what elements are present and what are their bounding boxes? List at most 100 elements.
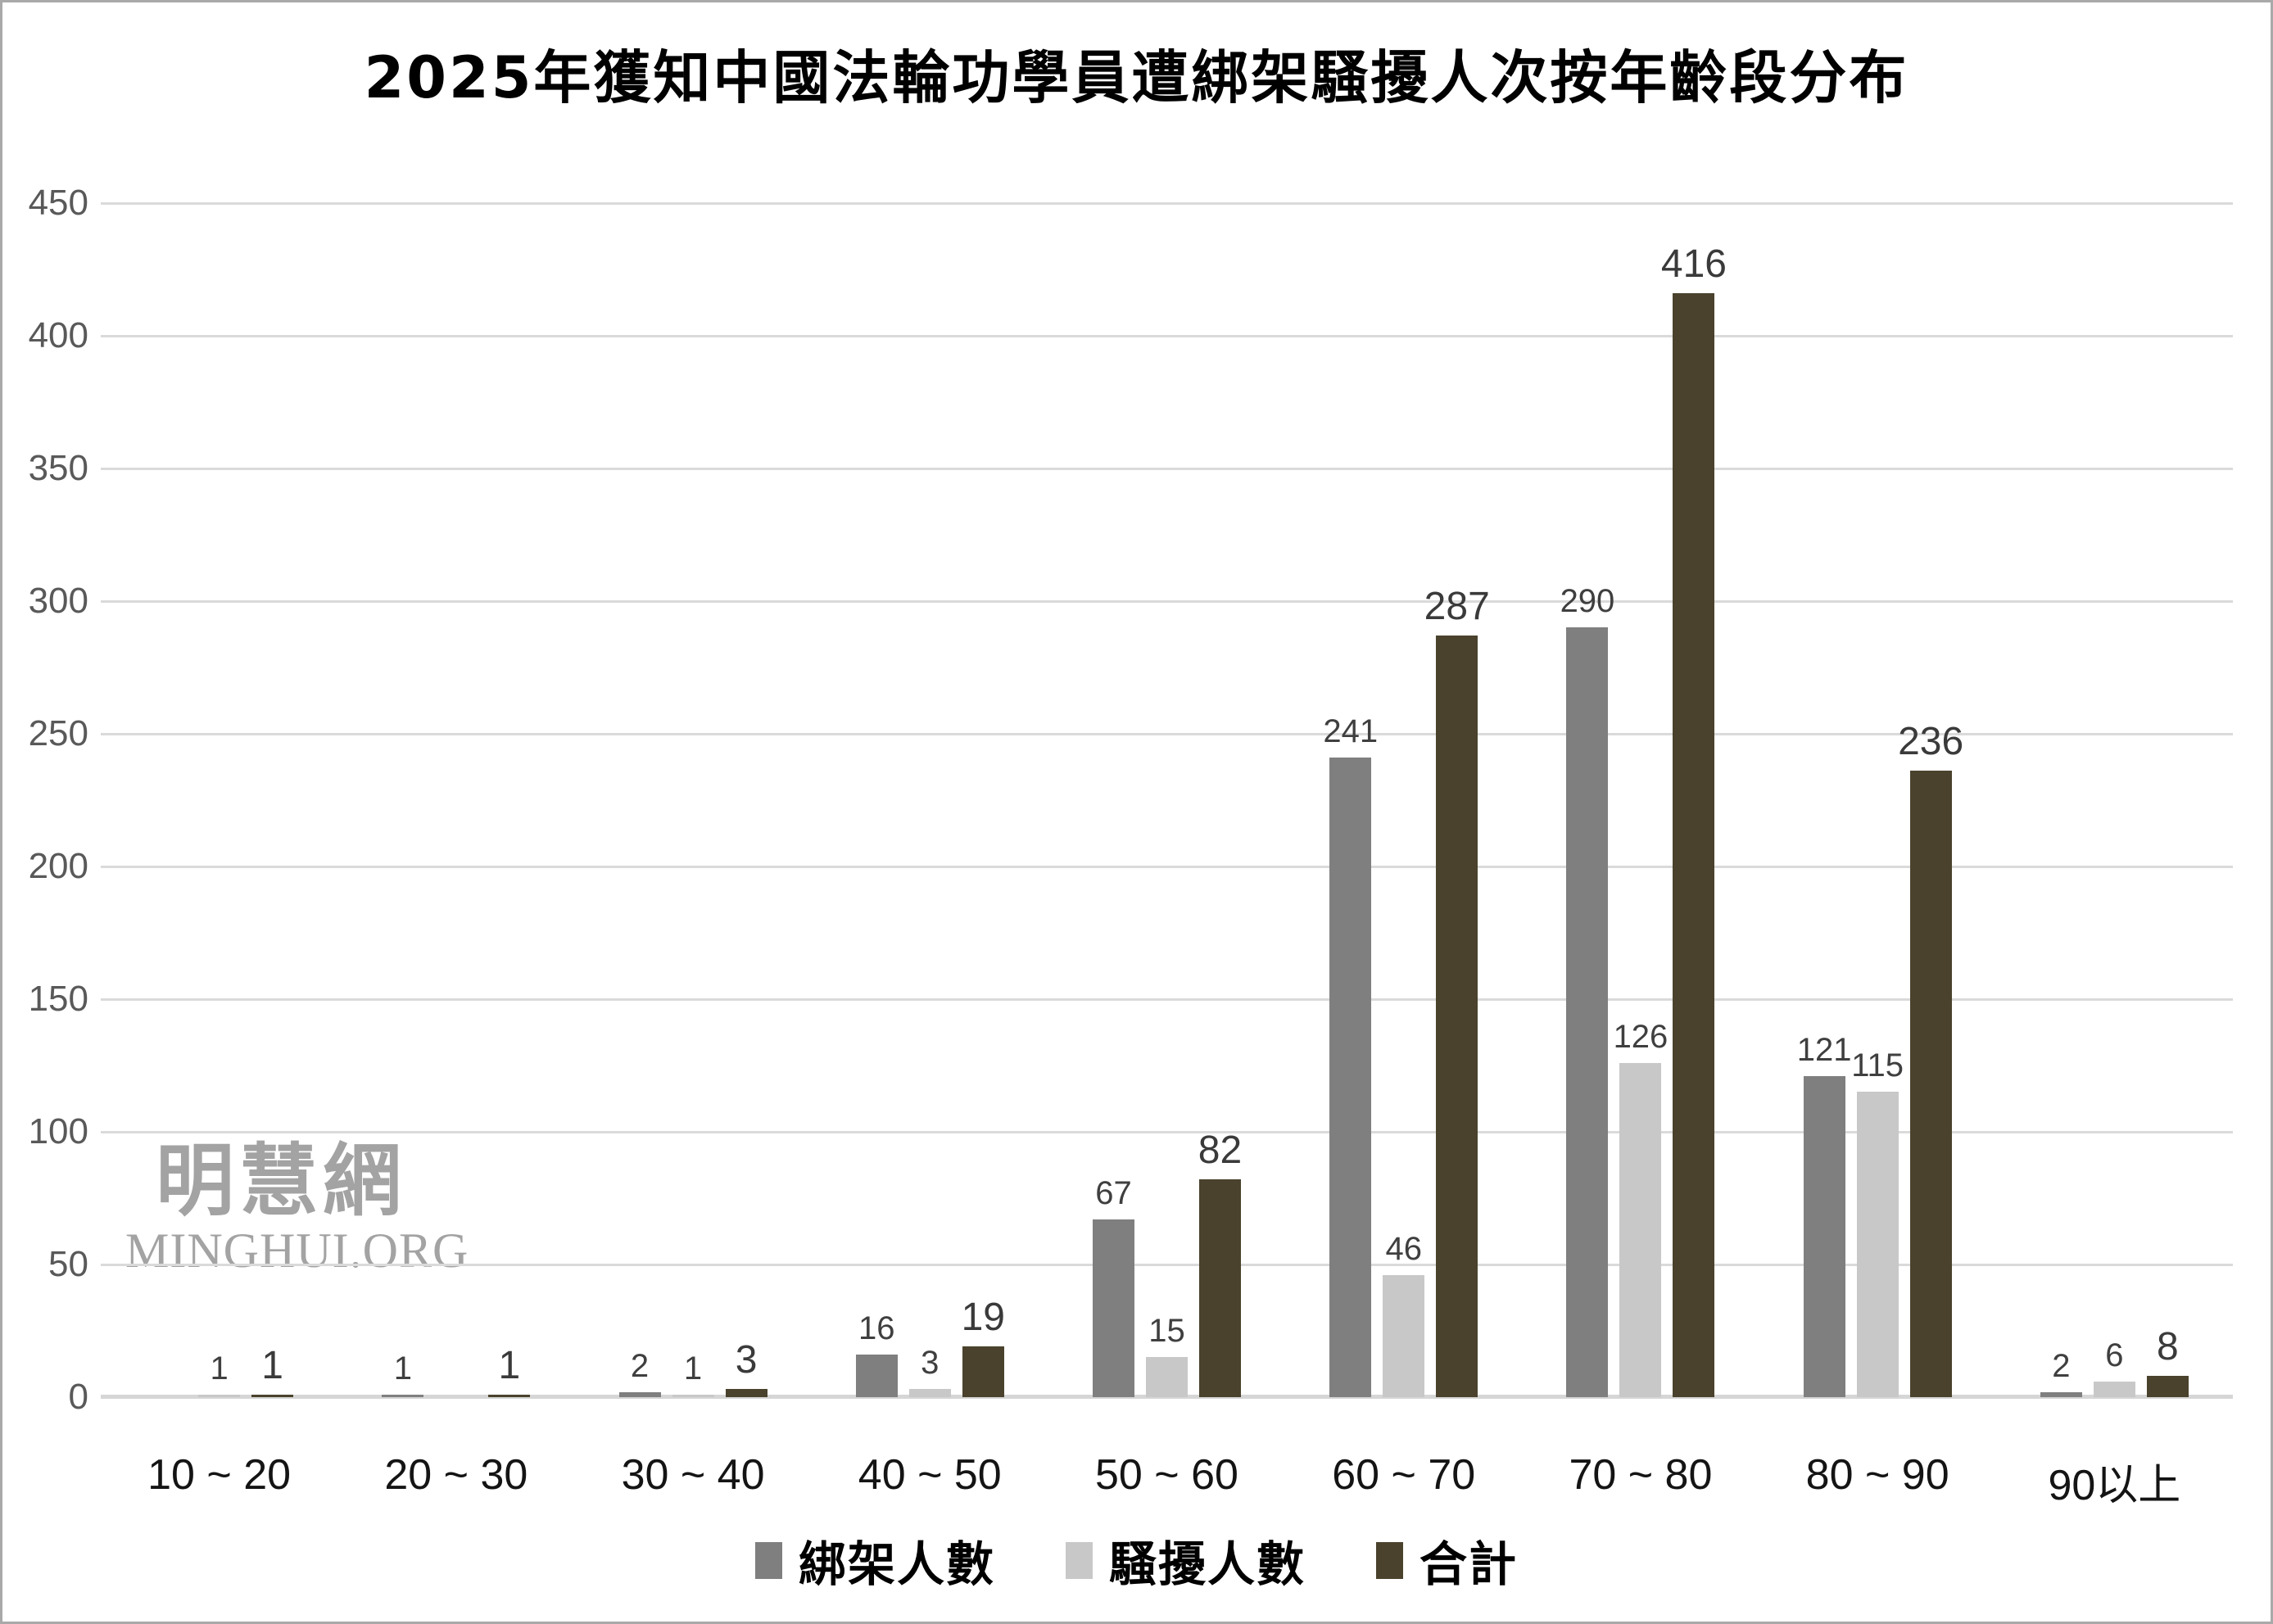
data-label-綁架人數-20 ~ 30: 1 xyxy=(393,1350,412,1387)
bar-綁架人數-50 ~ 60 xyxy=(1092,1219,1134,1397)
bar-slot: 416 xyxy=(1661,245,1727,1397)
y-tick-label-250: 250 xyxy=(28,713,88,753)
y-tick-label-50: 50 xyxy=(48,1244,88,1284)
bar-slot: 115 xyxy=(1851,1049,1904,1397)
bar-slot: 3 xyxy=(725,1341,767,1397)
y-tick-label-300: 300 xyxy=(28,581,88,621)
bar-合計-10 ~ 20 xyxy=(251,1394,294,1397)
bar-合計-80 ~ 90 xyxy=(1909,771,1952,1397)
legend-label-合計: 合計 xyxy=(1419,1536,1519,1592)
y-tick-label-350: 350 xyxy=(28,448,88,488)
bar-合計-90以上 xyxy=(2146,1376,2189,1397)
bar-合計-70 ~ 80 xyxy=(1673,293,1715,1397)
bar-slot: 8 xyxy=(2146,1328,2189,1397)
bar-slot: 19 xyxy=(962,1298,1005,1397)
data-label-騷擾人數-70 ~ 80: 126 xyxy=(1613,1018,1669,1055)
y-tick-label-150: 150 xyxy=(28,979,88,1019)
gridline-50 xyxy=(101,1263,2233,1266)
bar-slot: 6 xyxy=(2093,1339,2135,1397)
bar-slot: 67 xyxy=(1092,1177,1134,1397)
chart-title: 2025年獲知中國法輪功學員遭綁架騷擾人次按年齡段分布 xyxy=(364,44,1909,111)
bar-騷擾人數-70 ~ 80 xyxy=(1619,1062,1662,1397)
data-label-騷擾人數-30 ~ 40: 1 xyxy=(683,1350,703,1387)
data-label-合計-20 ~ 30: 1 xyxy=(498,1343,521,1387)
watermark: 明慧網 MINGHUI.ORG xyxy=(125,1142,468,1276)
bar-綁架人數-60 ~ 70 xyxy=(1329,758,1372,1397)
legend-swatch-合計 xyxy=(1376,1541,1403,1579)
legend-label-綁架人數: 綁架人數 xyxy=(798,1536,995,1592)
bar-合計-40 ~ 50 xyxy=(962,1346,1004,1397)
bar-slot: 1 xyxy=(488,1346,531,1397)
bar-group-40 ~ 50: 16 3 19 xyxy=(812,203,1048,1397)
data-label-合計-10 ~ 20: 1 xyxy=(261,1343,283,1387)
bar-騷擾人數-40 ~ 50 xyxy=(908,1389,951,1397)
data-label-合計-50 ~ 60: 82 xyxy=(1198,1129,1243,1173)
gridline-100 xyxy=(101,1130,2233,1133)
data-label-合計-40 ~ 50: 19 xyxy=(961,1296,1005,1340)
y-tick-label-450: 450 xyxy=(28,183,88,223)
data-label-騷擾人數-40 ~ 50: 3 xyxy=(921,1345,940,1382)
bar-slot: 241 xyxy=(1323,715,1378,1397)
bar-slot: 2 xyxy=(618,1350,661,1397)
data-label-騷擾人數-90以上: 6 xyxy=(2105,1337,2124,1373)
x-category-label-20 ~ 30: 20 ~ 30 xyxy=(384,1451,528,1499)
legend-swatch-騷擾人數 xyxy=(1065,1541,1093,1579)
bar-合計-60 ~ 70 xyxy=(1436,636,1478,1397)
data-label-綁架人數-60 ~ 70: 241 xyxy=(1323,713,1379,750)
data-label-合計-30 ~ 40: 3 xyxy=(735,1338,758,1382)
bar-騷擾人數-30 ~ 40 xyxy=(672,1394,714,1397)
bar-綁架人數-90以上 xyxy=(2040,1391,2082,1397)
x-category-label-50 ~ 60: 50 ~ 60 xyxy=(1095,1451,1238,1499)
x-axis-labels: 10 ~ 20 20 ~ 30 30 ~ 40 40 ~ 50 50 ~ 60 60 ~ … xyxy=(101,1450,2233,1516)
legend-item-綁架人數: 綁架人數 xyxy=(754,1526,995,1595)
bar-綁架人數-40 ~ 50 xyxy=(855,1355,898,1397)
bar-group-10 ~ 20: 11 xyxy=(101,203,337,1397)
gridline-200 xyxy=(101,865,2233,868)
gridline-350 xyxy=(101,467,2233,470)
x-category-label-90以上: 90以上 xyxy=(2048,1462,2181,1509)
bar-騷擾人數-10 ~ 20 xyxy=(198,1394,241,1397)
gridline-150 xyxy=(101,997,2233,1001)
y-tick-label-100: 100 xyxy=(28,1111,88,1151)
bar-slot: 1 xyxy=(198,1352,241,1397)
legend-label-騷擾人數: 騷擾人數 xyxy=(1108,1536,1306,1592)
bar-slot: 2 xyxy=(2040,1350,2082,1397)
data-label-合計-90以上: 8 xyxy=(2157,1325,2179,1369)
data-label-綁架人數-40 ~ 50: 16 xyxy=(858,1310,895,1347)
bar-slot: 126 xyxy=(1614,1020,1668,1397)
bar-slot: 16 xyxy=(855,1312,898,1397)
bar-slot: 1 xyxy=(251,1346,294,1397)
data-label-騷擾人數-80 ~ 90: 115 xyxy=(1851,1047,1904,1084)
x-category-label-80 ~ 90: 80 ~ 90 xyxy=(1805,1451,1949,1499)
bar-slot: 236 xyxy=(1898,722,1963,1397)
bar-綁架人數-80 ~ 90 xyxy=(1803,1075,1845,1397)
legend-swatch-綁架人數 xyxy=(754,1541,782,1579)
x-category-label-40 ~ 50: 40 ~ 50 xyxy=(858,1451,1002,1499)
plot-area: 1 1 1 1 2 1 3 16 3 19 67 15 82 241 46 287 290 126 416 121 11… xyxy=(101,201,2233,1399)
data-label-綁架人數-70 ~ 80: 290 xyxy=(1560,583,1615,620)
bar-合計-30 ~ 40 xyxy=(725,1389,767,1397)
bar-slot: 290 xyxy=(1560,585,1614,1397)
data-label-綁架人數-30 ~ 40: 2 xyxy=(630,1347,650,1384)
bar-合計-50 ~ 60 xyxy=(1198,1179,1241,1397)
data-label-合計-70 ~ 80: 416 xyxy=(1660,242,1727,287)
bar-slot: 46 xyxy=(1383,1233,1425,1397)
bar-slot: 287 xyxy=(1424,587,1490,1397)
bar-slot: 1 xyxy=(382,1352,424,1397)
bar-騷擾人數-90以上 xyxy=(2093,1381,2135,1397)
data-label-綁架人數-50 ~ 60: 67 xyxy=(1095,1174,1132,1211)
bar-group-80 ~ 90: 121 115 236 xyxy=(1759,203,1996,1397)
gridline-300 xyxy=(101,599,2233,603)
bar-slot: 82 xyxy=(1198,1131,1242,1397)
bar-group-20 ~ 30: 11 xyxy=(337,203,574,1397)
bar-group-60 ~ 70: 241 46 287 xyxy=(1285,203,1522,1397)
bar-slot: 15 xyxy=(1145,1314,1188,1397)
bar-group-30 ~ 40: 213 xyxy=(574,203,811,1397)
bar-slot: 1 xyxy=(672,1352,714,1397)
y-tick-label-200: 200 xyxy=(28,846,88,886)
y-tick-label-0: 0 xyxy=(68,1377,88,1417)
bar-合計-20 ~ 30 xyxy=(488,1394,531,1397)
x-category-label-70 ~ 80: 70 ~ 80 xyxy=(1569,1451,1713,1499)
